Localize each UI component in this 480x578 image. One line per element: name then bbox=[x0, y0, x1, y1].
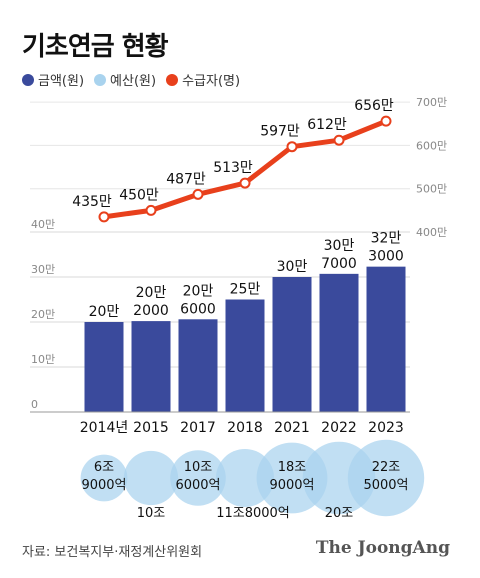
right-axis-tick-label: 500만 bbox=[416, 183, 447, 196]
right-axis-tick-label: 400만 bbox=[416, 226, 447, 239]
bar-value-label: 20만 bbox=[136, 285, 167, 301]
budget-bubble-label: 6000억 bbox=[175, 478, 220, 493]
right-axis-tick-label: 600만 bbox=[416, 139, 447, 152]
x-tick-label: 2014년 bbox=[80, 420, 129, 436]
bar bbox=[178, 319, 218, 412]
budget-bubble-label: 20조 bbox=[325, 506, 354, 521]
budget-bubble-label: 9000억 bbox=[81, 478, 126, 493]
line-value-label: 450만 bbox=[119, 187, 159, 203]
bar-value-label: 6000 bbox=[180, 301, 216, 317]
line-value-label: 612만 bbox=[307, 117, 347, 133]
chart-title: 기초연금 현황 bbox=[22, 32, 169, 62]
line-point bbox=[145, 204, 157, 216]
budget-bubble bbox=[123, 450, 179, 506]
bar-value-label: 3000 bbox=[368, 249, 404, 265]
bar-value-label: 25만 bbox=[230, 282, 261, 298]
left-axis-tick-label: 40만 bbox=[31, 218, 55, 231]
line-value-label: 597만 bbox=[260, 124, 300, 140]
line-point bbox=[286, 141, 298, 153]
legend-swatch-budget bbox=[94, 73, 107, 86]
budget-bubble-label: 18조 bbox=[278, 460, 307, 475]
bar bbox=[131, 321, 171, 412]
budget-bubble-label: 10조 bbox=[184, 460, 213, 475]
bar bbox=[225, 299, 265, 412]
left-axis-tick-label: 20만 bbox=[31, 308, 55, 321]
left-axis-tick-label: 0 bbox=[31, 398, 38, 411]
line-point bbox=[333, 134, 345, 146]
budget-bubble-label: 10조 bbox=[137, 506, 166, 521]
bar bbox=[366, 266, 406, 412]
right-axis-tick-label: 700만 bbox=[416, 96, 447, 109]
bar-value-label: 20만 bbox=[89, 304, 120, 320]
line-value-label: 487만 bbox=[166, 171, 206, 187]
legend: 금액(원) 예산(원) 수급자(명) bbox=[22, 70, 240, 89]
brand-logo: The JoongAng bbox=[315, 538, 450, 558]
source-note: 자료: 보건복지부·재정계산위원회 bbox=[22, 545, 203, 560]
budget-bubble-label: 9000억 bbox=[269, 478, 314, 493]
left-axis-tick-label: 30만 bbox=[31, 263, 55, 276]
budget-bubble bbox=[80, 454, 128, 502]
x-tick-label: 2022 bbox=[321, 420, 357, 436]
x-tick-label: 2017 bbox=[180, 420, 216, 436]
line-point bbox=[239, 177, 251, 189]
bar-value-label: 30만 bbox=[277, 259, 308, 275]
legend-item-budget: 예산(원) bbox=[94, 70, 156, 89]
bar-value-label: 2000 bbox=[133, 303, 169, 319]
bar bbox=[84, 322, 124, 412]
budget-bubble-label: 5000억 bbox=[363, 478, 408, 493]
budget-bubble bbox=[215, 448, 275, 508]
bar bbox=[319, 273, 359, 412]
budget-bubble bbox=[170, 450, 226, 506]
bar-value-label: 32만 bbox=[371, 231, 402, 247]
bar-value-label: 30만 bbox=[324, 238, 355, 254]
budget-bubble-label: 6조 bbox=[94, 460, 114, 475]
bar-value-label: 20만 bbox=[183, 283, 214, 299]
line-point bbox=[380, 115, 392, 127]
legend-swatch-amount bbox=[22, 73, 34, 86]
x-tick-label: 2023 bbox=[368, 420, 404, 436]
x-tick-label: 2018 bbox=[227, 420, 263, 436]
line-point bbox=[98, 211, 110, 223]
line-value-label: 513만 bbox=[213, 160, 253, 176]
line-point bbox=[192, 188, 204, 200]
line-value-label: 435만 bbox=[72, 194, 112, 210]
legend-item-recipients: 수급자(명) bbox=[166, 70, 240, 89]
budget-bubble bbox=[347, 439, 425, 517]
budget-bubble-label: 11조8000억 bbox=[216, 506, 290, 521]
legend-item-amount: 금액(원) bbox=[22, 70, 84, 89]
x-tick-label: 2021 bbox=[274, 420, 310, 436]
legend-label-budget: 예산(원) bbox=[110, 74, 157, 89]
legend-swatch-recipients bbox=[166, 73, 179, 86]
line-value-label: 656만 bbox=[354, 98, 394, 114]
bar-value-label: 7000 bbox=[321, 256, 357, 272]
left-axis-tick-label: 10만 bbox=[31, 353, 55, 366]
legend-label-recipients: 수급자(명) bbox=[182, 74, 241, 89]
bar bbox=[272, 277, 312, 412]
x-tick-label: 2015 bbox=[133, 420, 169, 436]
legend-label-amount: 금액(원) bbox=[38, 74, 85, 89]
budget-bubble-label: 22조 bbox=[372, 460, 401, 475]
